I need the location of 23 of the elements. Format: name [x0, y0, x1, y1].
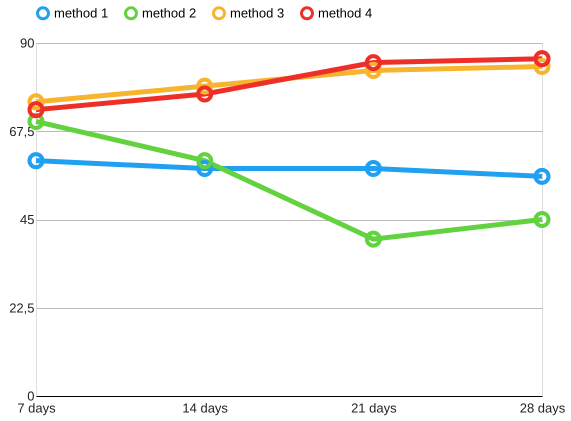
y-tick-label: 67,5 [9, 124, 34, 139]
point [27, 152, 45, 170]
point [27, 101, 45, 118]
x-tick-label: 28 days [520, 400, 566, 416]
point [533, 210, 551, 228]
legend-label: method 3 [230, 5, 284, 20]
y-tick-label: 90 [20, 36, 34, 50]
x-tick-label: 7 days [17, 400, 56, 416]
legend-label: method 4 [318, 5, 372, 20]
legend-label: method 1 [54, 5, 108, 20]
x-tick-label: 21 days [351, 400, 398, 416]
point [364, 160, 382, 178]
point [196, 85, 214, 102]
x-tick-label: 14 days [182, 400, 228, 416]
point [196, 152, 214, 170]
y-tick-label: 0 [27, 388, 34, 404]
y-tick-label: 45 [20, 212, 34, 227]
point [533, 50, 551, 68]
point [364, 230, 382, 248]
point [364, 54, 382, 72]
legend-label: method 2 [142, 5, 196, 20]
y-tick-label: 22,5 [9, 300, 34, 316]
point [533, 168, 551, 185]
